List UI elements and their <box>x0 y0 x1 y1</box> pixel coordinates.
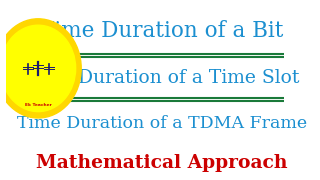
Ellipse shape <box>0 19 81 118</box>
Text: Time Duration of a Bit: Time Duration of a Bit <box>40 20 284 42</box>
Text: Mathematical Approach: Mathematical Approach <box>36 154 288 172</box>
Text: Time Duration of a Time Slot: Time Duration of a Time Slot <box>25 69 299 87</box>
Text: Time Duration of a TDMA Frame: Time Duration of a TDMA Frame <box>17 115 307 132</box>
Text: Ek Teacher: Ek Teacher <box>25 103 52 107</box>
Ellipse shape <box>1 25 76 112</box>
